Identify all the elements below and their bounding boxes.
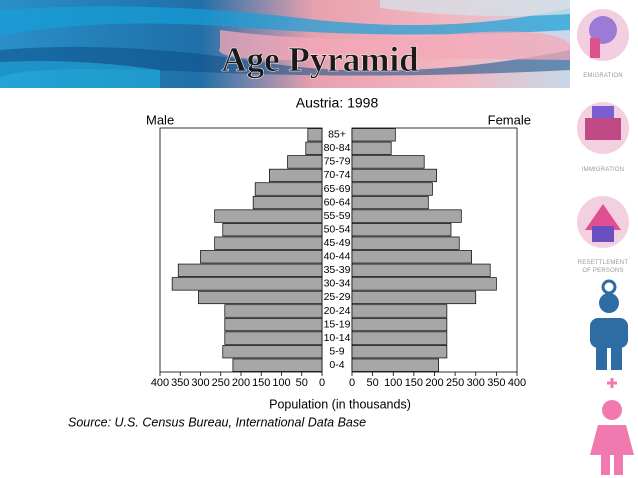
- sidebar-label: IMMIGRATION: [581, 167, 625, 173]
- male-icon: [590, 279, 628, 370]
- age-label: 35-39: [324, 264, 351, 276]
- x-tick-label: 50: [367, 377, 379, 389]
- bar: [198, 290, 323, 305]
- bar: [232, 358, 323, 372]
- sidebar-icons: [577, 9, 634, 475]
- bar: [351, 236, 460, 250]
- bar: [351, 128, 396, 142]
- x-tick-label: 350: [487, 377, 505, 389]
- bar: [351, 250, 472, 264]
- bar: [351, 290, 477, 305]
- x-tick-label: 0: [319, 377, 325, 389]
- bar: [222, 345, 323, 359]
- age-label: 45-49: [324, 237, 351, 249]
- x-tick-label: 250: [446, 377, 464, 389]
- bar: [351, 168, 437, 183]
- bar: [351, 195, 429, 210]
- x-tick-label: 150: [252, 377, 270, 389]
- bar: [351, 209, 462, 223]
- bar: [351, 358, 439, 372]
- female-icon: [590, 378, 634, 475]
- x-tick-label: 400: [151, 377, 169, 389]
- bar: [214, 236, 323, 250]
- age-label: 55-59: [324, 210, 351, 222]
- bar: [177, 263, 323, 277]
- age-label: 80-84: [324, 142, 351, 154]
- age-label: 15-19: [324, 318, 351, 330]
- bar: [254, 182, 323, 196]
- bar: [214, 209, 323, 223]
- age-label: 75-79: [324, 156, 351, 168]
- x-tick-label: 250: [212, 377, 230, 389]
- x-tick-label: 300: [191, 377, 209, 389]
- x-tick-label: 200: [232, 377, 250, 389]
- age-label: 25-29: [324, 291, 351, 303]
- bar: [171, 277, 323, 291]
- age-label: 10-14: [324, 332, 351, 344]
- slide-title: Age Pyramid: [221, 40, 419, 79]
- bar: [351, 223, 452, 237]
- bar: [351, 141, 392, 155]
- age-label: 60-64: [324, 196, 351, 208]
- age-label: 70-74: [324, 169, 351, 181]
- legend-male: Male: [146, 112, 174, 127]
- x-tick-label: 350: [171, 377, 189, 389]
- x-tick-label: 150: [405, 377, 423, 389]
- x-tick-label: 100: [384, 377, 402, 389]
- bar: [351, 277, 497, 291]
- bar: [307, 128, 323, 142]
- bar: [287, 155, 323, 169]
- age-label: 40-44: [324, 251, 351, 263]
- age-label: 50-54: [324, 223, 351, 235]
- bar: [351, 304, 448, 318]
- x-tick-label: 100: [272, 377, 290, 389]
- bar: [224, 331, 323, 345]
- age-label: 85+: [328, 129, 346, 141]
- age-label: 20-24: [324, 305, 351, 317]
- bar: [351, 155, 425, 169]
- age-label: 30-34: [324, 278, 351, 290]
- bar: [224, 304, 323, 318]
- legend-female: Female: [488, 112, 531, 127]
- source-note: Source: U.S. Census Bureau, Internationa…: [68, 415, 366, 429]
- bar: [222, 223, 323, 237]
- chart: Austria: 1998 Male Female Population (in…: [68, 95, 531, 430]
- age-label: 65-69: [324, 183, 351, 195]
- chart-title: Austria: 1998: [296, 95, 379, 111]
- age-label: 5-9: [329, 345, 344, 357]
- bar: [252, 195, 323, 210]
- bar: [351, 317, 448, 332]
- bar: [351, 345, 448, 359]
- age-label: 0-4: [329, 359, 344, 371]
- bar: [351, 182, 433, 196]
- bar: [224, 317, 323, 332]
- banner: [0, 0, 570, 88]
- x-tick-label: 300: [467, 377, 485, 389]
- bar: [351, 331, 448, 345]
- bar: [200, 250, 323, 264]
- x-axis-label: Population (in thousands): [269, 397, 411, 411]
- x-tick-label: 0: [349, 377, 355, 389]
- x-tick-label: 200: [425, 377, 443, 389]
- bar: [305, 141, 323, 155]
- sidebar-label: EMIGRATION: [583, 73, 623, 79]
- x-tick-label: 50: [296, 377, 308, 389]
- bar: [351, 263, 491, 277]
- bar: [269, 168, 323, 183]
- sidebar-label: RESETTLEMENT OF PERSONS: [577, 260, 629, 274]
- x-tick-label: 400: [508, 377, 526, 389]
